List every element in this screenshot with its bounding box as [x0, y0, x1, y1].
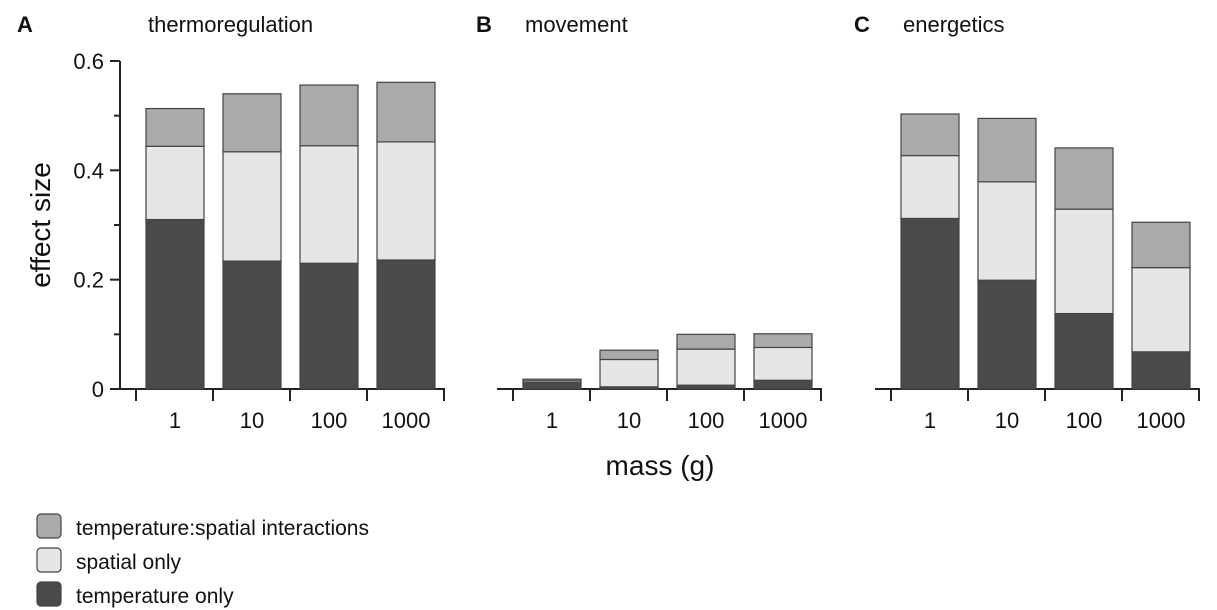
legend-item: spatial only — [36, 547, 182, 574]
legend-swatch — [36, 513, 62, 539]
panel-letter: A — [17, 12, 33, 37]
bar-temperature-spatial-interactions-10 — [599, 349, 659, 361]
y-tick-label: 0.6 — [73, 49, 104, 74]
bar-temperature-only-1000 — [753, 379, 813, 390]
bar-temperature-spatial-interactions-100 — [676, 333, 736, 350]
legend-label: spatial only — [76, 551, 182, 574]
legend-item: temperature only — [36, 581, 234, 608]
legend-item: temperature:spatial interactions — [36, 513, 369, 540]
bar-temperature-only-1 — [522, 381, 582, 390]
bar-spatial-only-10 — [977, 181, 1037, 281]
bar-temperature-spatial-interactions-100 — [1054, 147, 1114, 210]
bar-spatial-only-100 — [676, 348, 736, 386]
bar-temperature-spatial-interactions-1000 — [1131, 221, 1191, 269]
legend-label: temperature:spatial interactions — [76, 517, 369, 540]
x-tick-label: 10 — [995, 408, 1019, 433]
panel-title: movement — [525, 12, 628, 37]
panel-title: energetics — [903, 12, 1005, 37]
bar-spatial-only-1000 — [1131, 267, 1191, 353]
bar-temperature-spatial-interactions-1 — [522, 378, 582, 382]
bar-temperature-only-10 — [222, 260, 282, 390]
bar-spatial-only-1000 — [753, 346, 813, 381]
y-axis-label: effect size — [25, 162, 56, 288]
bar-temperature-spatial-interactions-1 — [900, 113, 960, 157]
legend-swatch — [36, 581, 62, 607]
x-tick-label: 1000 — [382, 408, 431, 433]
x-tick-label: 100 — [311, 408, 348, 433]
legend-swatch — [36, 547, 62, 573]
bar-spatial-only-1 — [145, 145, 205, 221]
bar-spatial-only-100 — [1054, 208, 1114, 315]
bar-temperature-only-100 — [1054, 312, 1114, 390]
x-tick-label: 1 — [924, 408, 936, 433]
bar-spatial-only-1 — [900, 154, 960, 220]
bar-spatial-only-10 — [599, 358, 659, 388]
bar-spatial-only-100 — [299, 145, 359, 264]
bar-spatial-only-1000 — [376, 141, 436, 261]
legend-label: temperature only — [76, 585, 234, 608]
x-tick-label: 1 — [169, 408, 181, 433]
bar-temperature-only-10 — [977, 279, 1037, 390]
x-tick-label: 10 — [617, 408, 641, 433]
bar-spatial-only-10 — [222, 151, 282, 262]
y-tick-label: 0.4 — [73, 158, 104, 183]
x-tick-label: 1000 — [1137, 408, 1186, 433]
bar-temperature-only-1000 — [1131, 351, 1191, 390]
x-tick-label: 1 — [546, 408, 558, 433]
bar-temperature-spatial-interactions-1 — [145, 107, 205, 147]
x-tick-label: 100 — [1066, 408, 1103, 433]
bar-temperature-spatial-interactions-1000 — [376, 81, 436, 143]
bar-temperature-spatial-interactions-100 — [299, 84, 359, 147]
bar-temperature-only-1 — [900, 217, 960, 390]
panel-letter: B — [476, 12, 492, 37]
y-tick-label: 0 — [92, 377, 104, 402]
bar-temperature-only-1 — [145, 218, 205, 390]
x-tick-label: 1000 — [759, 408, 808, 433]
x-tick-label: 100 — [688, 408, 725, 433]
bar-temperature-spatial-interactions-10 — [222, 93, 282, 153]
bar-temperature-only-100 — [299, 262, 359, 390]
bar-temperature-only-1000 — [376, 259, 436, 390]
legend: temperature:spatial interactions spatial … — [36, 513, 369, 608]
bar-temperature-spatial-interactions-10 — [977, 117, 1037, 183]
x-tick-label: 10 — [240, 408, 264, 433]
panel-title: thermoregulation — [148, 12, 313, 37]
bar-temperature-spatial-interactions-1000 — [753, 333, 813, 349]
x-axis-label: mass (g) — [606, 450, 715, 481]
panel-letter: C — [854, 12, 870, 37]
y-tick-label: 0.2 — [73, 268, 104, 293]
